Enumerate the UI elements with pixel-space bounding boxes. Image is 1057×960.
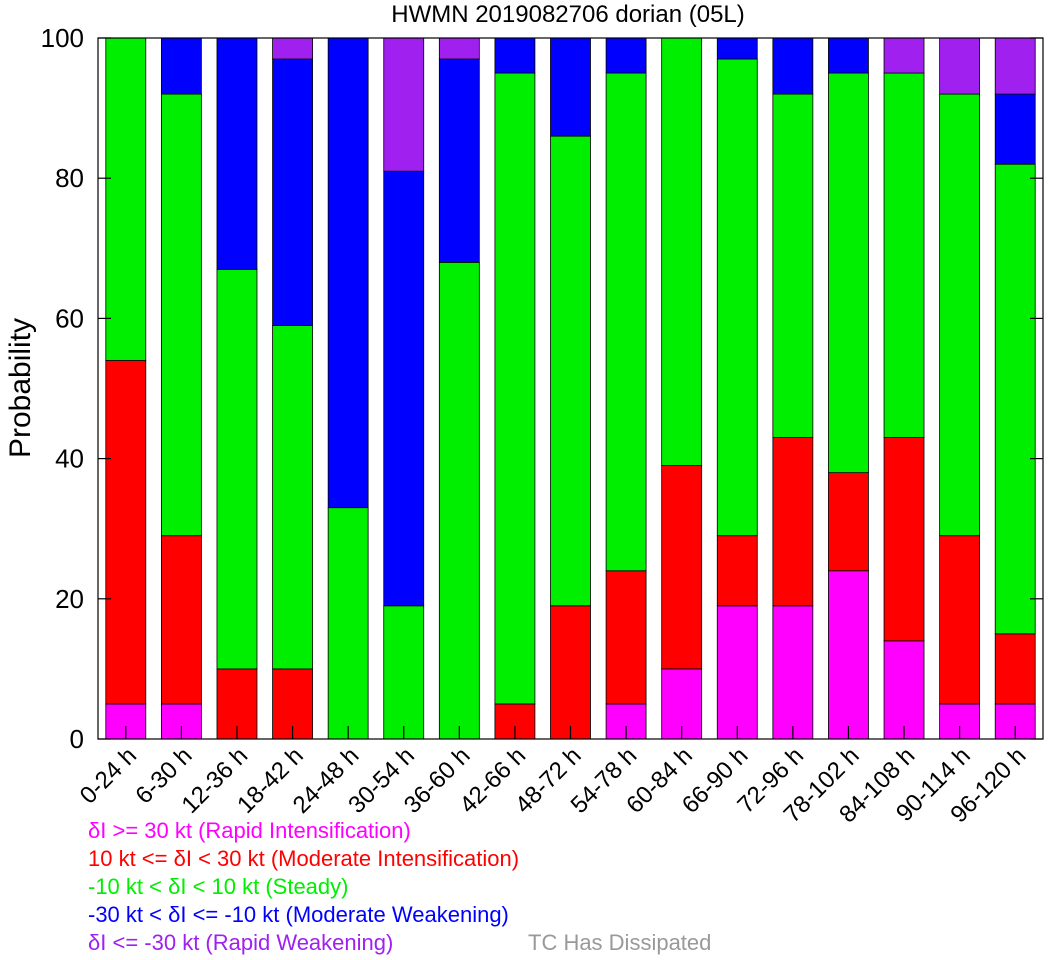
y-tick-label-2: 40	[55, 444, 84, 474]
bar-segment-10-2	[661, 37, 703, 467]
legend-dissipated: TC Has Dissipated	[528, 930, 712, 955]
bar-segment-16-3	[994, 93, 1036, 165]
chart-title: HWMN 2019082706 dorian (05L)	[391, 1, 745, 28]
bar-segment-14-1	[883, 437, 925, 642]
bar-segment-15-4	[939, 37, 981, 95]
y-axis-label: Probability	[4, 318, 37, 458]
bar-segment-7-3	[494, 37, 536, 74]
bar-segment-4-3	[327, 37, 369, 509]
bar-segment-13-1	[828, 472, 869, 572]
bar-segment-0-1	[105, 360, 147, 705]
bar-segment-12-3	[772, 37, 814, 95]
bar-segment-7-2	[494, 72, 536, 705]
bar-segment-0-2	[105, 37, 147, 361]
x-tick-labels: 0-24 h6-30 h12-36 h18-42 h24-48 h30-54 h…	[75, 726, 1031, 828]
bar-segment-13-3	[828, 37, 869, 74]
y-tick-label-1: 20	[55, 584, 84, 614]
bar-segment-5-4	[383, 37, 425, 172]
bar-segment-8-1	[550, 605, 591, 740]
bar-segment-12-1	[772, 437, 814, 607]
x-tick-label-0: 0-24 h	[75, 742, 142, 809]
y-tick-label-5: 100	[41, 23, 84, 53]
y-tick-label-3: 60	[55, 303, 84, 333]
bar-segment-14-0	[883, 640, 925, 740]
bar-segment-11-2	[716, 58, 758, 537]
bar-segment-3-4	[272, 37, 313, 60]
bar-segment-15-1	[939, 535, 981, 705]
bar-segment-2-2	[216, 268, 258, 670]
bar-segment-2-3	[216, 37, 258, 270]
bar-segment-4-2	[327, 507, 369, 740]
bar-segment-10-1	[661, 465, 703, 670]
bar-segment-12-0	[772, 605, 814, 740]
bar-segment-9-1	[605, 570, 647, 705]
legend-item-4: δI <= -30 kt (Rapid Weakening)	[88, 930, 394, 955]
bar-segment-15-2	[939, 93, 981, 537]
bar-segment-16-1	[994, 633, 1036, 705]
bar-segment-3-3	[272, 58, 313, 326]
legend-item-1: 10 kt <= δI < 30 kt (Moderate Intensific…	[88, 846, 520, 871]
bar-segment-8-3	[550, 37, 591, 137]
bar-segment-16-2	[994, 163, 1036, 635]
bar-segment-1-2	[160, 93, 202, 537]
y-tick-label-4: 80	[55, 163, 84, 193]
bar-segment-14-2	[883, 72, 925, 438]
bar-segment-5-2	[383, 605, 425, 740]
bar-segment-6-4	[438, 37, 480, 60]
bar-segment-6-2	[438, 261, 480, 740]
bar-segment-14-4	[883, 37, 925, 74]
bar-segment-11-1	[716, 535, 758, 607]
bar-segment-5-3	[383, 170, 425, 607]
bar-segment-6-3	[438, 58, 480, 263]
bar-segment-11-0	[716, 605, 758, 740]
bar-segment-8-2	[550, 135, 591, 607]
bar-segment-12-2	[772, 93, 814, 438]
legend-item-3: -30 kt < δI <= -10 kt (Moderate Weakenin…	[88, 902, 509, 927]
y-tick-label-0: 0	[70, 724, 84, 754]
bar-segment-9-2	[605, 72, 647, 572]
bar-segment-13-0	[828, 570, 869, 740]
bar-segment-11-3	[716, 37, 758, 60]
bar-segment-3-2	[272, 325, 313, 670]
bar-segment-1-1	[160, 535, 202, 705]
bar-segment-9-3	[605, 37, 647, 74]
bar-segment-1-3	[160, 37, 202, 95]
legend-item-0: δI >= 30 kt (Rapid Intensification)	[88, 818, 411, 843]
bar-stacks	[105, 37, 1036, 740]
bar-segment-13-2	[828, 72, 869, 474]
legend-item-2: -10 kt < δI < 10 kt (Steady)	[88, 874, 349, 899]
bar-segment-16-4	[994, 37, 1036, 95]
